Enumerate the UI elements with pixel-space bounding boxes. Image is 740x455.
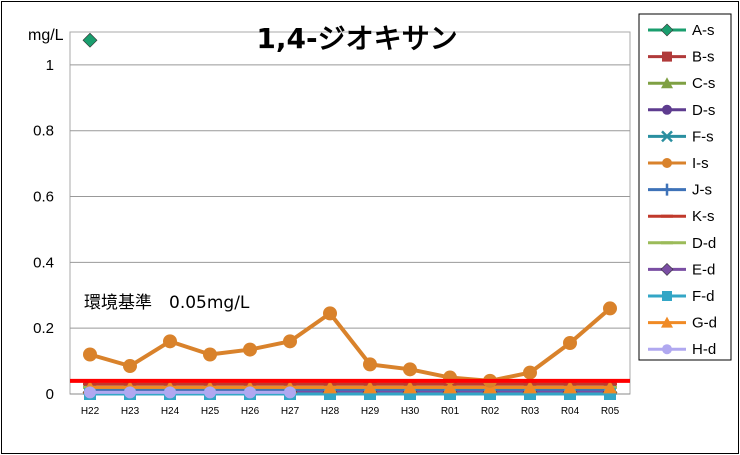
x-tick-label: H26 [241,406,260,417]
data-point [284,386,296,399]
data-point [84,386,96,399]
series-a-s [82,32,98,48]
legend-label: A-s [692,22,715,39]
y-tick-label: 0.4 [33,254,54,271]
series-h-d [84,386,296,399]
x-tick-label: R02 [481,406,500,417]
data-point [523,365,537,380]
x-tick-label: R04 [561,406,580,417]
data-point [662,344,672,355]
data-point [363,380,377,394]
legend-label: K-s [692,208,715,225]
legend-item-d-s: D-s [648,102,715,119]
series-layer [82,32,618,400]
legend-item-k-s: K-s [648,208,715,225]
data-point [83,347,97,362]
legend-label: D-d [692,235,716,252]
x-tick-label: R05 [601,406,620,417]
y-tick-label: 0.8 [33,123,54,140]
legend-item-a-s: A-s [648,22,715,39]
legend-item-i-s: I-s [648,155,709,172]
data-point [82,32,98,48]
x-tick-label: H23 [121,406,140,417]
data-point [661,316,673,328]
legend-label: H-d [692,341,716,358]
y-tick-label: 1 [46,57,54,74]
data-point [662,183,672,196]
x-tick-label: H22 [81,406,100,417]
legend-item-b-s: B-s [648,49,715,66]
chart-title: 1,4-ジオキサン [256,22,457,55]
x-tick-label: H25 [201,406,220,417]
data-point [662,291,672,301]
y-tick-label: 0.6 [33,189,54,206]
legend-item-j-s: J-s [648,182,712,199]
legend-label: E-d [692,261,715,278]
legend: A-s B-s C-s D-s F-s I-s J-s K-s D-d E-d F-d G-d H-d [638,13,732,361]
data-point [660,262,674,276]
legend-item-h-d: H-d [648,341,716,358]
legend-label: C-s [692,75,715,92]
legend-label: B-s [692,49,715,66]
y-tick-labels: 0 0.2 0.4 0.6 0.8 1 [33,57,54,403]
data-point [204,386,216,399]
legend-label: I-s [692,155,709,172]
data-point [323,380,337,394]
reference-line-label: 環境基準 0.05mg/L [84,293,250,313]
data-point [603,301,617,316]
data-point [123,359,137,374]
data-point [660,23,674,37]
data-point [523,380,537,394]
data-point [661,130,673,143]
x-tick-label: H30 [401,406,420,417]
data-point [243,342,257,357]
y-tick-label: 0 [46,386,54,403]
data-point [124,386,136,399]
data-point [443,380,457,394]
y-axis-unit: mg/L [28,27,64,44]
legend-box [638,13,732,361]
legend-label: F-s [692,128,714,145]
data-point [164,386,176,399]
data-point [603,380,617,394]
legend-item-f-d: F-d [648,288,715,305]
data-point [403,380,417,394]
data-point [203,347,217,362]
legend-item-e-d: E-d [648,261,715,278]
data-point [363,357,377,372]
data-point [563,335,577,350]
data-point [323,306,337,321]
legend-label: J-s [692,182,712,199]
legend-item-f-s: F-s [648,128,714,145]
x-tick-label: H27 [281,406,300,417]
data-point [662,104,672,115]
legend-label: D-s [692,102,715,119]
data-point [163,334,177,349]
legend-item-d-d: D-d [648,235,716,252]
x-tick-label: H28 [321,406,340,417]
x-tick-label: H24 [161,406,180,417]
legend-label: G-d [692,315,717,332]
series-i-s [83,301,617,388]
data-point [403,362,417,377]
data-point [244,386,256,399]
data-point [661,77,673,89]
x-tick-label: H29 [361,406,380,417]
x-tick-label: R01 [441,406,460,417]
x-tick-label: R03 [521,406,540,417]
x-tick-labels: H22 H23 H24 H25 H26 H27 H28 H29 H30 R01 R02 R03 R04 R… [81,406,620,417]
data-point [662,158,672,168]
legend-item-c-s: C-s [648,75,715,92]
data-point [563,380,577,394]
plot-area [69,31,631,395]
data-point [662,51,672,62]
y-tick-label: 0.2 [33,320,54,337]
legend-label: F-d [692,288,715,305]
legend-item-g-d: G-d [648,315,717,332]
data-point [283,334,297,349]
